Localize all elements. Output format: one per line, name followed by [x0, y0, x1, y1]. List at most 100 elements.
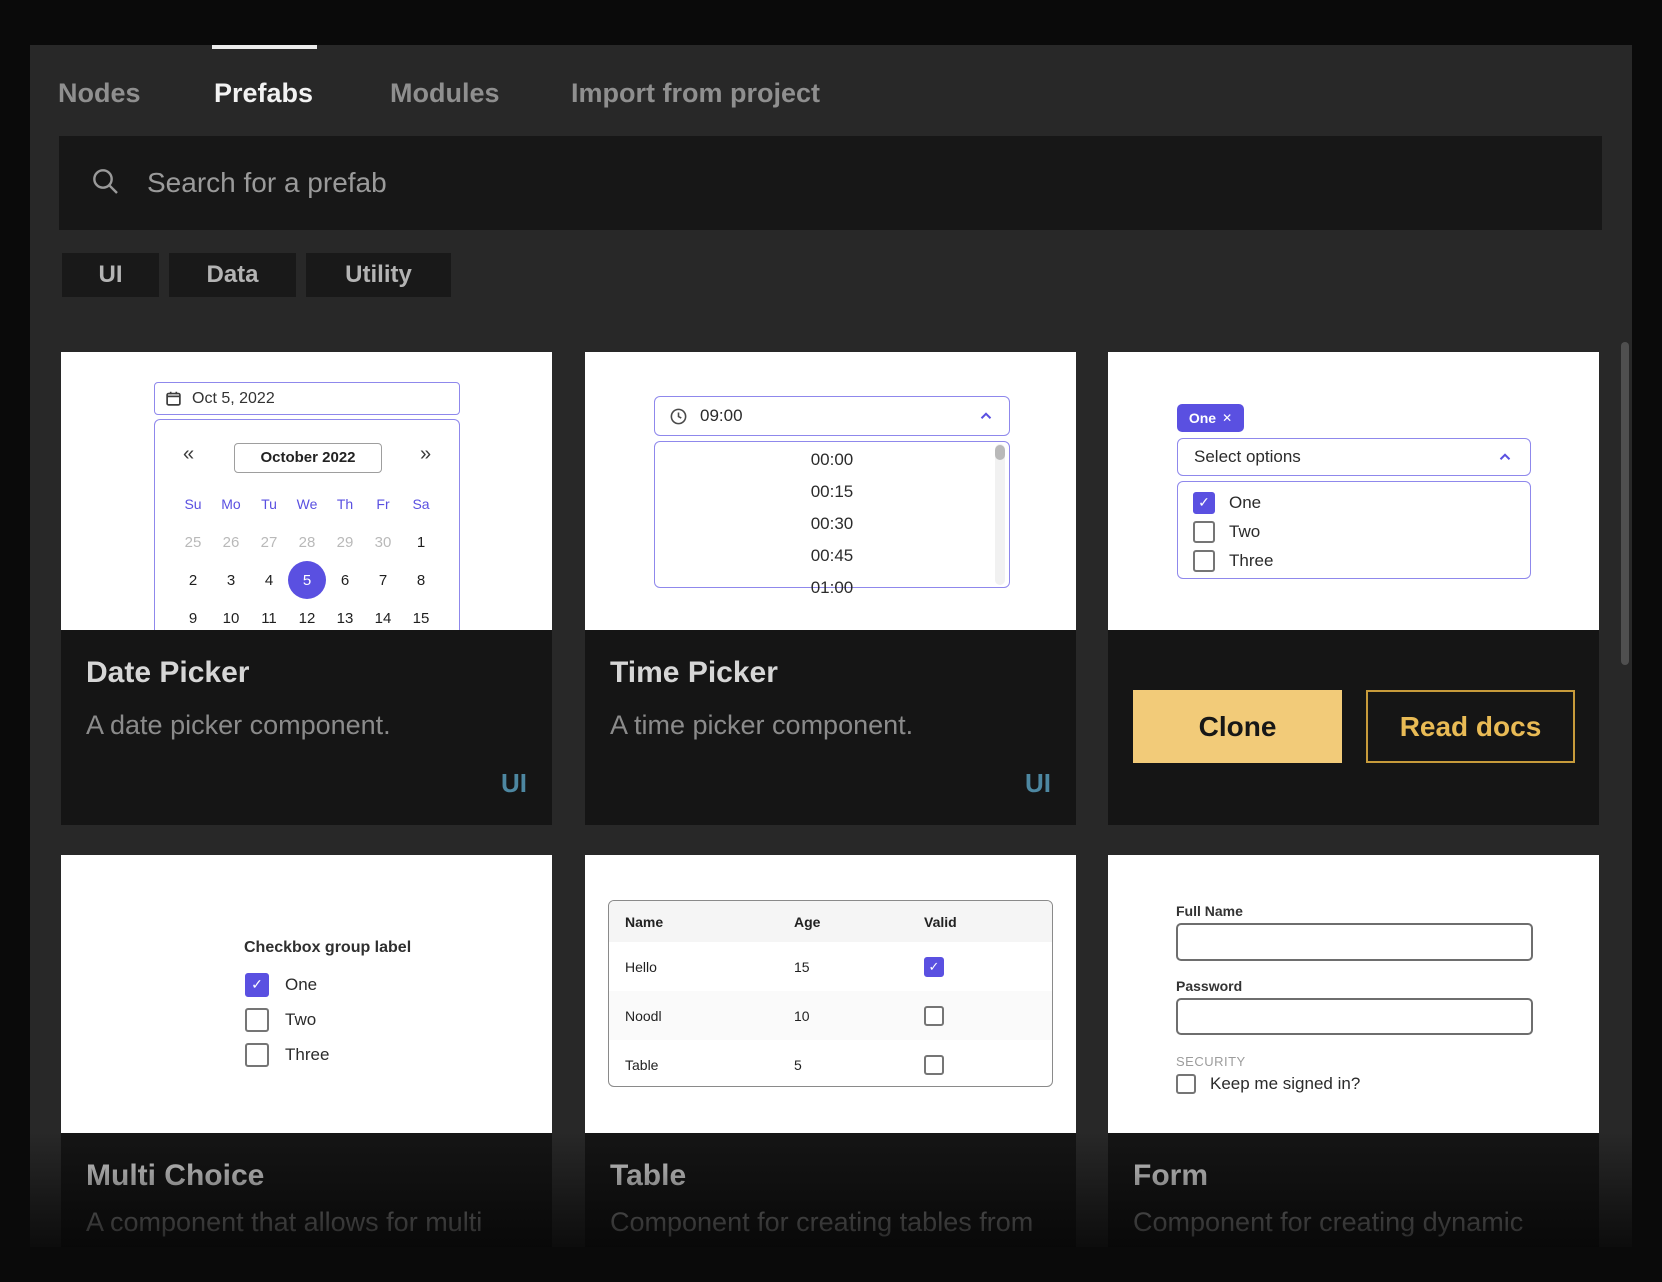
search-input[interactable] — [147, 167, 1347, 199]
filter-chip-utility[interactable]: Utility — [306, 253, 451, 297]
card-description: A time picker component. — [610, 710, 914, 740]
calendar-day: 12 — [298, 609, 316, 627]
security-section-label: SECURITY — [1176, 1054, 1246, 1069]
time-input: 09:00 — [654, 396, 1010, 436]
prefab-browser-panel: Nodes Prefabs Modules Import from projec… — [30, 45, 1632, 1247]
card-info: Form Component for creating dynamic form… — [1108, 1133, 1599, 1247]
prefab-card-date-picker[interactable]: Oct 5, 2022 « October 2022 » Su Mo Tu We… — [61, 352, 552, 825]
checkbox-icon — [245, 1007, 269, 1032]
card-title: Date Picker — [86, 656, 250, 689]
day-header: Su — [184, 496, 202, 512]
checkbox-option: ✓ One — [245, 967, 329, 1002]
calendar-day: 28 — [298, 533, 316, 551]
calendar-day-selected: 5 — [288, 561, 326, 599]
calendar-day: 26 — [222, 533, 240, 551]
cell-age: 5 — [794, 1056, 802, 1073]
time-option: 01:00 — [810, 578, 854, 597]
checkbox-option: Two — [245, 1002, 329, 1037]
prefab-card-form[interactable]: Full Name Password SECURITY Keep me sign… — [1108, 855, 1599, 1247]
filter-chip-ui[interactable]: UI — [62, 253, 159, 297]
column-header: Valid — [924, 913, 957, 930]
tab-nodes[interactable]: Nodes — [58, 78, 141, 108]
prefab-card-time-picker[interactable]: 09:00 00:00 00:15 00:30 00:45 01:00 Time — [585, 352, 1076, 825]
date-input-value: Oct 5, 2022 — [192, 389, 275, 407]
chevron-up-icon — [1496, 448, 1514, 466]
tab-prefabs[interactable]: Prefabs — [214, 78, 314, 108]
cell-age: 10 — [794, 1007, 810, 1024]
checkbox-checked-icon: ✓ — [245, 972, 269, 997]
calendar-day: 30 — [374, 533, 392, 551]
tab-modules[interactable]: Modules — [390, 78, 500, 108]
read-docs-button[interactable]: Read docs — [1366, 690, 1575, 763]
select-preview: One ✕ Select options ✓ One Two — [1108, 352, 1599, 630]
checkbox-checked-icon: ✓ — [924, 956, 944, 977]
card-info: Table Component for creating tables from… — [585, 1133, 1076, 1247]
calendar-day: 10 — [222, 609, 240, 627]
search-bar[interactable] — [59, 136, 1602, 230]
calendar-day: 13 — [336, 609, 354, 627]
calendar-icon — [165, 390, 182, 407]
column-header: Age — [794, 913, 821, 930]
dropdown-scrollbar-track — [995, 444, 1005, 585]
calendar-day: 29 — [336, 533, 354, 551]
calendar-day: 4 — [264, 571, 274, 589]
select-option: Three — [1193, 546, 1530, 575]
panel-scrollbar[interactable] — [1621, 342, 1629, 665]
prefab-card-table[interactable]: Name Age Valid Hello 15 ✓ Noodl 10 Table… — [585, 855, 1076, 1247]
calendar-day: 2 — [188, 571, 198, 589]
description-line: A component that allows for multi — [86, 1207, 483, 1237]
select-input: Select options — [1177, 438, 1531, 476]
calendar-day: 6 — [340, 571, 350, 589]
card-description: Component for creating dynamic forms. — [1133, 1201, 1573, 1247]
clock-icon — [669, 407, 688, 426]
selected-value-chip: One ✕ — [1177, 404, 1244, 432]
checkbox-icon — [924, 1054, 944, 1075]
day-header: Sa — [412, 496, 430, 512]
category-badge: UI — [501, 768, 527, 798]
table-preview: Name Age Valid Hello 15 ✓ Noodl 10 Table… — [585, 855, 1076, 1133]
select-option: Two — [1193, 517, 1530, 546]
day-header: Mo — [221, 496, 241, 512]
keep-signed-in-label: Keep me signed in? — [1210, 1074, 1361, 1093]
calendar-day: 3 — [226, 571, 236, 589]
checkbox-group-label: Checkbox group label — [244, 939, 412, 956]
calendar-day: 7 — [378, 571, 388, 589]
select-options-dropdown: ✓ One Two Three — [1177, 481, 1531, 579]
active-tab-indicator — [212, 45, 317, 49]
day-header: Tu — [261, 496, 277, 512]
time-option: 00:30 — [810, 514, 854, 533]
option-label: Three — [1229, 550, 1274, 570]
filter-chip-data[interactable]: Data — [169, 253, 296, 297]
checkbox-option: Three — [245, 1037, 329, 1072]
checkbox-checked-icon: ✓ — [1193, 491, 1215, 514]
search-icon — [89, 165, 121, 202]
checkbox-group: ✓ One Two Three — [245, 967, 329, 1072]
option-label: Two — [285, 1009, 317, 1029]
calendar-day: 11 — [261, 609, 277, 627]
chevron-up-icon — [977, 407, 995, 425]
cell-age: 15 — [794, 958, 810, 975]
calendar-next-icon: » — [420, 443, 432, 465]
clone-button[interactable]: Clone — [1133, 690, 1342, 763]
calendar-day: 9 — [188, 609, 198, 627]
form-preview: Full Name Password SECURITY Keep me sign… — [1108, 855, 1599, 1133]
option-label: One — [285, 974, 318, 994]
card-hover-actions: Clone Read docs — [1108, 630, 1599, 825]
option-label: One — [1229, 492, 1262, 512]
card-info: Multi Choice A component that allows for… — [61, 1133, 552, 1247]
chip-close-icon: ✕ — [1222, 411, 1233, 425]
card-title: Table — [610, 1159, 687, 1192]
day-header: Th — [336, 496, 354, 512]
time-options-dropdown: 00:00 00:15 00:30 00:45 01:00 — [654, 441, 1010, 597]
tab-import-from-project[interactable]: Import from project — [571, 78, 821, 108]
prefab-card-select[interactable]: One ✕ Select options ✓ One Two — [1108, 352, 1599, 825]
date-picker-preview: Oct 5, 2022 « October 2022 » Su Mo Tu We… — [61, 352, 552, 630]
calendar-day: 14 — [374, 609, 392, 627]
prefab-card-multi-choice[interactable]: Checkbox group label ✓ One Two Three Mul… — [61, 855, 552, 1247]
keep-signed-in-row: Keep me signed in? — [1176, 1074, 1360, 1094]
card-title: Multi Choice — [86, 1159, 265, 1192]
checkbox-icon — [924, 1005, 944, 1026]
calendar-prev-icon: « — [183, 443, 195, 465]
description-line: Component for creating tables from — [610, 1207, 1034, 1237]
checkbox-icon — [1176, 1074, 1196, 1094]
